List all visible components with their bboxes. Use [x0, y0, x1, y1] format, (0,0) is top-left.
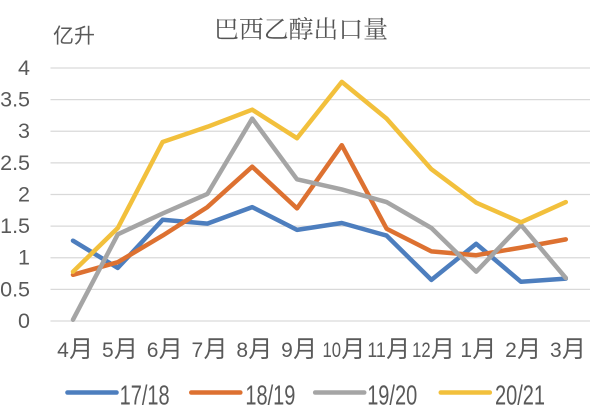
svg-text:9: 9: [281, 339, 293, 362]
svg-text:2.5: 2.5: [0, 151, 30, 175]
svg-text:10: 10: [323, 339, 342, 362]
svg-text:5: 5: [102, 339, 114, 362]
svg-text:19/20: 19/20: [367, 380, 417, 411]
svg-text:2: 2: [505, 339, 517, 362]
svg-text:12: 12: [412, 339, 431, 362]
svg-text:3: 3: [18, 119, 30, 143]
svg-text:7: 7: [192, 339, 204, 362]
svg-text:20/21: 20/21: [495, 380, 545, 411]
svg-text:8: 8: [236, 339, 248, 362]
svg-text:0.5: 0.5: [0, 277, 30, 301]
svg-text:4: 4: [18, 56, 30, 80]
svg-text:11: 11: [367, 339, 386, 362]
svg-text:18/19: 18/19: [245, 380, 295, 411]
svg-text:4: 4: [57, 339, 69, 362]
svg-text:1.5: 1.5: [0, 214, 30, 238]
svg-text:0: 0: [18, 309, 30, 333]
svg-text:1: 1: [460, 339, 472, 362]
svg-text:17/18: 17/18: [120, 380, 170, 411]
svg-text:6: 6: [147, 339, 159, 362]
svg-text:2: 2: [18, 182, 30, 206]
svg-text:3: 3: [550, 339, 562, 362]
svg-text:1: 1: [18, 246, 30, 270]
svg-text:3.5: 3.5: [0, 88, 30, 112]
